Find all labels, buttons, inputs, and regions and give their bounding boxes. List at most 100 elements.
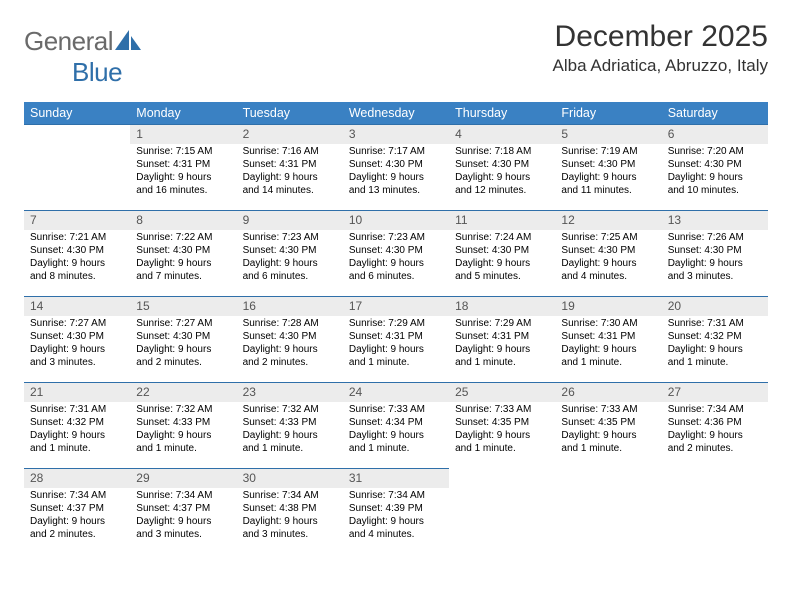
daylight-text: Daylight: 9 hours and 6 minutes. — [349, 258, 443, 284]
day-content: Sunrise: 7:15 AMSunset: 4:31 PMDaylight:… — [130, 144, 236, 201]
day-content: Sunrise: 7:23 AMSunset: 4:30 PMDaylight:… — [343, 230, 449, 287]
day-number — [24, 124, 130, 142]
calendar-cell: 31Sunrise: 7:34 AMSunset: 4:39 PMDayligh… — [343, 468, 449, 554]
calendar-cell — [24, 124, 130, 210]
sunset-text: Sunset: 4:30 PM — [136, 331, 230, 344]
sunrise-text: Sunrise: 7:20 AM — [668, 146, 762, 159]
day-number: 27 — [662, 382, 768, 402]
daylight-text: Daylight: 9 hours and 3 minutes. — [243, 516, 337, 542]
sunset-text: Sunset: 4:30 PM — [243, 331, 337, 344]
calendar-cell: 9Sunrise: 7:23 AMSunset: 4:30 PMDaylight… — [237, 210, 343, 296]
day-content: Sunrise: 7:31 AMSunset: 4:32 PMDaylight:… — [662, 316, 768, 373]
calendar-cell: 12Sunrise: 7:25 AMSunset: 4:30 PMDayligh… — [555, 210, 661, 296]
sunset-text: Sunset: 4:30 PM — [668, 245, 762, 258]
day-content: Sunrise: 7:33 AMSunset: 4:35 PMDaylight:… — [555, 402, 661, 459]
sunset-text: Sunset: 4:30 PM — [243, 245, 337, 258]
calendar-cell: 19Sunrise: 7:30 AMSunset: 4:31 PMDayligh… — [555, 296, 661, 382]
daylight-text: Daylight: 9 hours and 5 minutes. — [455, 258, 549, 284]
daylight-text: Daylight: 9 hours and 3 minutes. — [136, 516, 230, 542]
day-number: 18 — [449, 296, 555, 316]
day-content: Sunrise: 7:31 AMSunset: 4:32 PMDaylight:… — [24, 402, 130, 459]
day-number: 3 — [343, 124, 449, 144]
day-content: Sunrise: 7:24 AMSunset: 4:30 PMDaylight:… — [449, 230, 555, 287]
day-number: 28 — [24, 468, 130, 488]
brand-logo: General Blue — [24, 26, 141, 88]
daylight-text: Daylight: 9 hours and 2 minutes. — [668, 430, 762, 456]
day-number: 7 — [24, 210, 130, 230]
sunrise-text: Sunrise: 7:33 AM — [561, 404, 655, 417]
day-content: Sunrise: 7:34 AMSunset: 4:39 PMDaylight:… — [343, 488, 449, 545]
sunset-text: Sunset: 4:39 PM — [349, 503, 443, 516]
sunrise-text: Sunrise: 7:32 AM — [243, 404, 337, 417]
calendar-cell: 11Sunrise: 7:24 AMSunset: 4:30 PMDayligh… — [449, 210, 555, 296]
page-header: General Blue December 2025 Alba Adriatic… — [24, 20, 768, 88]
sunrise-text: Sunrise: 7:33 AM — [349, 404, 443, 417]
calendar-cell: 17Sunrise: 7:29 AMSunset: 4:31 PMDayligh… — [343, 296, 449, 382]
day-content: Sunrise: 7:23 AMSunset: 4:30 PMDaylight:… — [237, 230, 343, 287]
calendar-cell: 2Sunrise: 7:16 AMSunset: 4:31 PMDaylight… — [237, 124, 343, 210]
sunset-text: Sunset: 4:30 PM — [561, 159, 655, 172]
sunrise-text: Sunrise: 7:28 AM — [243, 318, 337, 331]
day-number: 20 — [662, 296, 768, 316]
calendar-cell: 25Sunrise: 7:33 AMSunset: 4:35 PMDayligh… — [449, 382, 555, 468]
day-header: Wednesday — [343, 102, 449, 124]
sunset-text: Sunset: 4:34 PM — [349, 417, 443, 430]
sunrise-text: Sunrise: 7:23 AM — [349, 232, 443, 245]
day-content: Sunrise: 7:34 AMSunset: 4:37 PMDaylight:… — [130, 488, 236, 545]
daylight-text: Daylight: 9 hours and 11 minutes. — [561, 172, 655, 198]
calendar-body: 1Sunrise: 7:15 AMSunset: 4:31 PMDaylight… — [24, 124, 768, 554]
calendar-cell: 18Sunrise: 7:29 AMSunset: 4:31 PMDayligh… — [449, 296, 555, 382]
day-content: Sunrise: 7:19 AMSunset: 4:30 PMDaylight:… — [555, 144, 661, 201]
daylight-text: Daylight: 9 hours and 1 minute. — [455, 344, 549, 370]
sunrise-text: Sunrise: 7:27 AM — [136, 318, 230, 331]
sunrise-text: Sunrise: 7:34 AM — [243, 490, 337, 503]
sunrise-text: Sunrise: 7:24 AM — [455, 232, 549, 245]
sunset-text: Sunset: 4:38 PM — [243, 503, 337, 516]
sunrise-text: Sunrise: 7:34 AM — [136, 490, 230, 503]
day-content: Sunrise: 7:25 AMSunset: 4:30 PMDaylight:… — [555, 230, 661, 287]
day-number: 17 — [343, 296, 449, 316]
sunset-text: Sunset: 4:33 PM — [243, 417, 337, 430]
calendar-cell: 28Sunrise: 7:34 AMSunset: 4:37 PMDayligh… — [24, 468, 130, 554]
calendar-row: 28Sunrise: 7:34 AMSunset: 4:37 PMDayligh… — [24, 468, 768, 554]
sunset-text: Sunset: 4:30 PM — [349, 245, 443, 258]
day-number: 31 — [343, 468, 449, 488]
logo-text-blue: Blue — [72, 57, 122, 87]
calendar-row: 14Sunrise: 7:27 AMSunset: 4:30 PMDayligh… — [24, 296, 768, 382]
logo-text-general: General — [24, 26, 113, 56]
title-block: December 2025 Alba Adriatica, Abruzzo, I… — [553, 20, 768, 76]
day-content: Sunrise: 7:17 AMSunset: 4:30 PMDaylight:… — [343, 144, 449, 201]
daylight-text: Daylight: 9 hours and 1 minute. — [243, 430, 337, 456]
sunset-text: Sunset: 4:30 PM — [455, 159, 549, 172]
day-content: Sunrise: 7:18 AMSunset: 4:30 PMDaylight:… — [449, 144, 555, 201]
calendar-cell: 13Sunrise: 7:26 AMSunset: 4:30 PMDayligh… — [662, 210, 768, 296]
calendar-cell: 4Sunrise: 7:18 AMSunset: 4:30 PMDaylight… — [449, 124, 555, 210]
day-content: Sunrise: 7:27 AMSunset: 4:30 PMDaylight:… — [24, 316, 130, 373]
day-header: Thursday — [449, 102, 555, 124]
sunrise-text: Sunrise: 7:33 AM — [455, 404, 549, 417]
calendar-cell: 27Sunrise: 7:34 AMSunset: 4:36 PMDayligh… — [662, 382, 768, 468]
daylight-text: Daylight: 9 hours and 1 minute. — [136, 430, 230, 456]
day-content: Sunrise: 7:29 AMSunset: 4:31 PMDaylight:… — [343, 316, 449, 373]
daylight-text: Daylight: 9 hours and 1 minute. — [455, 430, 549, 456]
sunrise-text: Sunrise: 7:16 AM — [243, 146, 337, 159]
daylight-text: Daylight: 9 hours and 16 minutes. — [136, 172, 230, 198]
daylight-text: Daylight: 9 hours and 13 minutes. — [349, 172, 443, 198]
sunset-text: Sunset: 4:33 PM — [136, 417, 230, 430]
calendar-cell: 6Sunrise: 7:20 AMSunset: 4:30 PMDaylight… — [662, 124, 768, 210]
day-content: Sunrise: 7:34 AMSunset: 4:38 PMDaylight:… — [237, 488, 343, 545]
sunset-text: Sunset: 4:31 PM — [349, 331, 443, 344]
day-content: Sunrise: 7:34 AMSunset: 4:36 PMDaylight:… — [662, 402, 768, 459]
day-number: 12 — [555, 210, 661, 230]
calendar-cell: 23Sunrise: 7:32 AMSunset: 4:33 PMDayligh… — [237, 382, 343, 468]
daylight-text: Daylight: 9 hours and 1 minute. — [668, 344, 762, 370]
day-number: 21 — [24, 382, 130, 402]
daylight-text: Daylight: 9 hours and 6 minutes. — [243, 258, 337, 284]
daylight-text: Daylight: 9 hours and 1 minute. — [561, 430, 655, 456]
daylight-text: Daylight: 9 hours and 7 minutes. — [136, 258, 230, 284]
day-header: Friday — [555, 102, 661, 124]
day-header: Saturday — [662, 102, 768, 124]
daylight-text: Daylight: 9 hours and 8 minutes. — [30, 258, 124, 284]
sunrise-text: Sunrise: 7:34 AM — [668, 404, 762, 417]
day-number: 29 — [130, 468, 236, 488]
